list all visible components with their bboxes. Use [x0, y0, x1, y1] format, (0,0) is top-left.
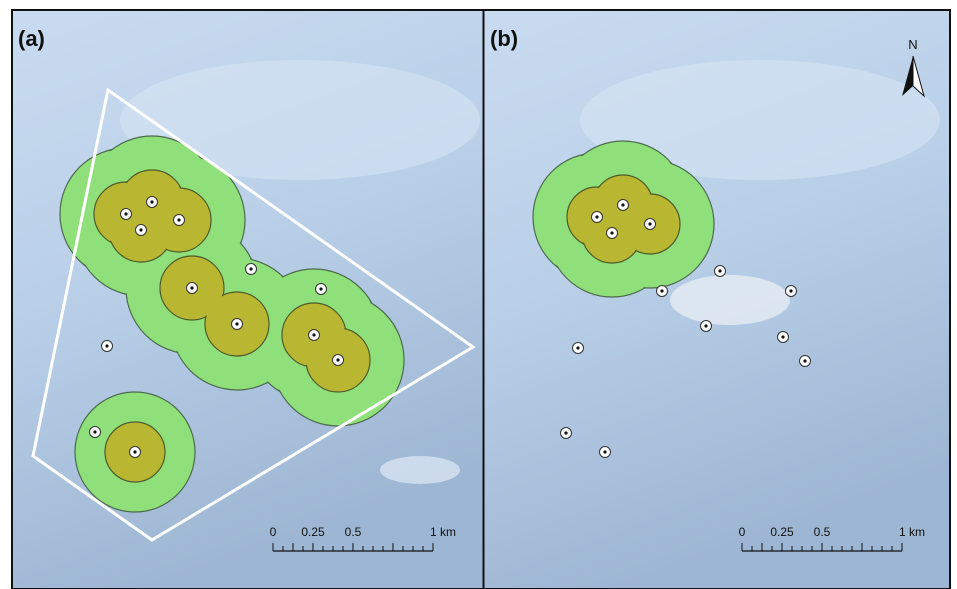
- panel-b: (b) N 0 0.25 0.5 1 km: [484, 10, 950, 589]
- site-dot: [190, 286, 193, 289]
- site-dot: [150, 200, 153, 203]
- site-dot: [564, 431, 567, 434]
- site-dot: [319, 287, 322, 290]
- scale-label: 0.25: [301, 525, 325, 539]
- north-label: N: [908, 37, 917, 52]
- scale-label: 1 km: [899, 525, 925, 539]
- site-dot: [124, 212, 127, 215]
- site-dot: [648, 222, 651, 225]
- site-dot: [139, 228, 142, 231]
- panel-label: (a): [18, 26, 45, 51]
- panel-label: (b): [490, 26, 518, 51]
- site-dot: [576, 346, 579, 349]
- scale-label: 0: [739, 525, 746, 539]
- panel-a: (a) 0 0.25 0.5 1 km: [12, 10, 483, 589]
- site-dot: [235, 322, 238, 325]
- site-dot: [249, 267, 252, 270]
- site-dot: [610, 231, 613, 234]
- scale-label: 1 km: [430, 525, 456, 539]
- site-dot: [93, 430, 96, 433]
- scale-label: 0.5: [345, 525, 362, 539]
- site-dot: [803, 359, 806, 362]
- site-dot: [105, 344, 108, 347]
- figure: (a) 0 0.25 0.5 1 km (b) N 0 0.25 0.5 1 km: [0, 0, 957, 589]
- site-dot: [312, 333, 315, 336]
- site-dot: [621, 203, 624, 206]
- scale-label: 0: [270, 525, 277, 539]
- site-dot: [336, 358, 339, 361]
- site-dot: [595, 215, 598, 218]
- site-dot: [718, 269, 721, 272]
- site-dot: [603, 450, 606, 453]
- scale-label: 0.25: [770, 525, 794, 539]
- site-dot: [781, 335, 784, 338]
- site-dot: [660, 289, 663, 292]
- site-dot: [177, 218, 180, 221]
- site-dot: [133, 450, 136, 453]
- site-dot: [789, 289, 792, 292]
- site-dot: [704, 324, 707, 327]
- scale-label: 0.5: [814, 525, 831, 539]
